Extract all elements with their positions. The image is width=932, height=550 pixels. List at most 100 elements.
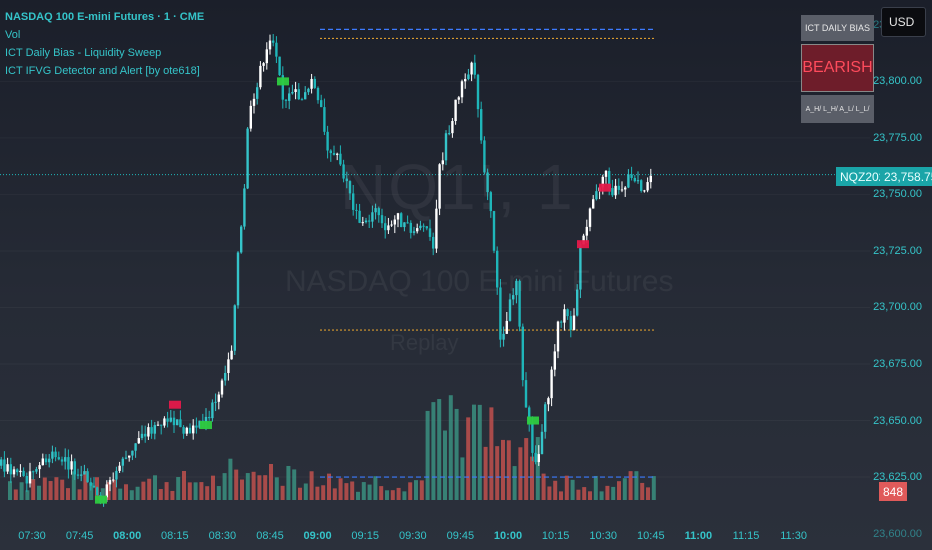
volume-bar — [640, 482, 645, 500]
candle-body — [470, 62, 473, 75]
candle-body — [252, 98, 256, 106]
candle-body — [608, 170, 611, 189]
candle-body — [336, 153, 339, 155]
volume-bar — [89, 482, 94, 500]
legend-indicator-bias[interactable]: ICT Daily Bias - Liquidity Sweep — [5, 47, 162, 59]
candle-body — [614, 185, 617, 196]
candle-body — [118, 465, 121, 471]
volume-bar — [141, 481, 146, 500]
price-tick-label: 23,600.00 — [873, 527, 922, 540]
volume-bar — [390, 490, 395, 500]
candle-body — [326, 131, 329, 151]
volume-bar — [367, 484, 372, 500]
volume-bar — [350, 481, 355, 500]
candle-body — [640, 180, 643, 191]
candle-body — [550, 369, 553, 399]
volume-bar — [535, 437, 540, 500]
candle-body — [300, 99, 304, 101]
candle-body — [22, 470, 25, 477]
candle-body — [48, 458, 51, 463]
volume-bar — [361, 482, 366, 500]
volume-bar — [466, 417, 471, 500]
time-axis[interactable]: 07:30 07:45 08:00 08:15 08:30 08:45 09:00 09:15… — [0, 520, 932, 550]
candle-body — [169, 417, 172, 422]
candle-body — [38, 465, 41, 470]
currency-button[interactable]: USD — [881, 7, 926, 37]
volume-bar — [379, 486, 384, 500]
volume-bar — [599, 491, 604, 500]
candle-body — [457, 97, 460, 100]
candle-body — [3, 459, 6, 472]
price-axis[interactable]: 23,800.00 23,775.00 23,750.00 23,725.00 23,7… — [870, 0, 932, 540]
candle-body — [28, 471, 32, 484]
candle-body — [211, 402, 214, 419]
candle-body — [316, 87, 320, 101]
candle-body — [480, 109, 483, 141]
volume-bar — [199, 482, 204, 500]
fvg-marker-green — [95, 495, 107, 504]
price-chart[interactable] — [0, 0, 870, 520]
volume-bar — [42, 477, 47, 500]
volume-bar — [356, 491, 360, 500]
candle-body — [163, 418, 166, 426]
fvg-marker-red — [599, 183, 611, 192]
candle-body — [524, 380, 528, 408]
candle-body — [633, 177, 636, 182]
candle-body — [323, 107, 326, 132]
candle-body — [361, 222, 364, 224]
candle-body — [25, 476, 28, 484]
time-tick-label: 07:45 — [65, 530, 94, 542]
time-tick-label: 10:30 — [589, 530, 617, 542]
price-tick-label: 23,775.00 — [873, 131, 922, 144]
candle-body — [115, 470, 118, 480]
volume-bar — [234, 469, 239, 500]
legend-vol[interactable]: Vol — [5, 29, 21, 41]
time-tick-label: 09:45 — [446, 530, 475, 542]
candle-body — [128, 455, 131, 458]
candle-body — [358, 210, 361, 223]
volume-bar — [315, 486, 320, 500]
volume-bar — [524, 438, 529, 500]
candle-body — [569, 316, 572, 330]
time-tick-label: 11:00 — [684, 530, 713, 542]
candle-body — [630, 174, 633, 178]
volume-bar — [541, 473, 546, 500]
candle-body — [156, 424, 160, 426]
price-tick-label: 23,700.00 — [873, 301, 922, 314]
volume-bar — [112, 479, 117, 500]
volume-bar — [25, 490, 30, 500]
volume-bar — [257, 475, 262, 500]
volume-bar — [425, 410, 430, 500]
candle-body — [416, 228, 419, 232]
candle-body — [435, 208, 438, 249]
chart-legend: NASDAQ 100 E-mini Futures · 1 · CME Vol … — [5, 8, 204, 80]
candle-body — [112, 479, 115, 481]
fvg-marker-green — [200, 421, 212, 430]
symbol-title[interactable]: NASDAQ 100 E-mini Futures · 1 · CME — [5, 11, 205, 23]
candle-body — [192, 425, 195, 434]
volume-bar — [547, 486, 552, 500]
candle-body — [646, 182, 649, 191]
volume-bar — [182, 470, 186, 500]
candle-body — [409, 222, 412, 233]
candle-body — [355, 209, 358, 211]
candle-body — [643, 190, 646, 192]
volume-bar — [240, 479, 244, 500]
legend-indicator-ifvg[interactable]: ICT IFVG Detector and Alert [by ote618] — [5, 65, 200, 77]
candle-body — [268, 40, 272, 50]
volume-bar — [193, 482, 198, 500]
volume-bar — [338, 478, 343, 500]
candle-body — [403, 222, 406, 228]
volume-bar — [443, 430, 447, 500]
volume-bar — [559, 491, 563, 500]
candle-body — [233, 305, 236, 351]
volume-bar — [292, 469, 297, 500]
candle-body — [265, 49, 268, 64]
fvg-marker-green — [277, 77, 289, 86]
candle-body — [512, 295, 515, 300]
candle-body — [147, 427, 150, 437]
candle-body — [150, 427, 153, 434]
candle-body — [499, 287, 502, 340]
candle-body — [86, 471, 89, 483]
volume-bar — [530, 456, 534, 500]
